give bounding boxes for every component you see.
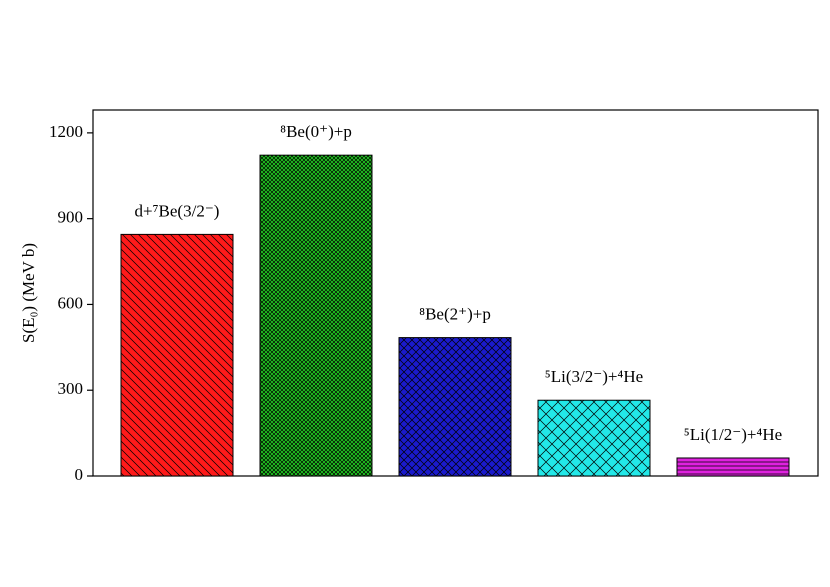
y-tick-label: 0 [75,465,84,484]
bar-label: ⁸Be(2⁺)+p [419,305,491,324]
y-axis-label: S(E₀) (MeV b) [19,243,38,343]
bar [120,233,234,477]
bar-label: d+⁷Be(3/2⁻) [135,201,220,220]
bar [259,154,373,477]
y-tick-label: 300 [58,379,84,398]
bar-label: ⁸Be(0⁺)+p [280,122,352,141]
bar [398,337,512,477]
bar-label: ⁵Li(3/2⁻)+⁴He [545,367,643,386]
bar [676,457,790,477]
y-tick-label: 1200 [49,122,83,141]
y-tick-label: 600 [58,293,84,312]
bar-label: ⁵Li(1/2⁻)+⁴He [684,425,782,444]
y-tick-label: 900 [58,208,84,227]
bar [537,399,651,477]
